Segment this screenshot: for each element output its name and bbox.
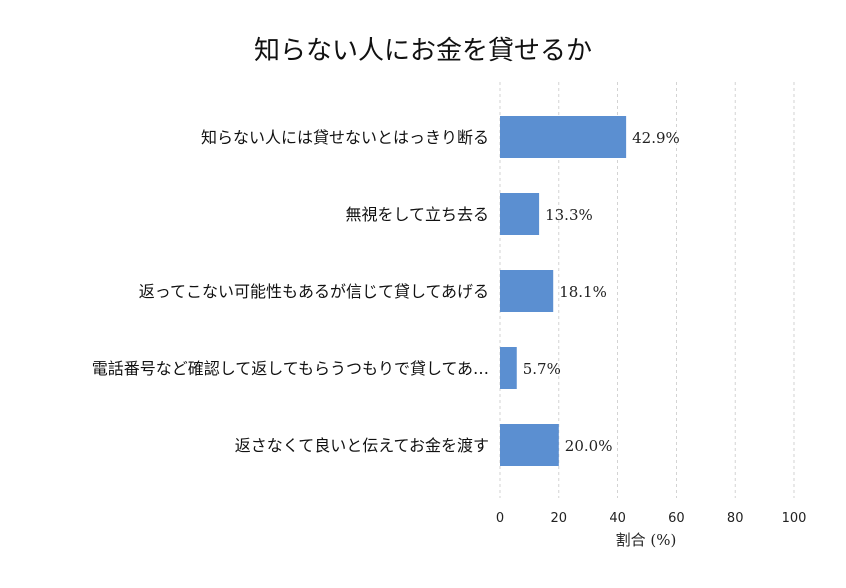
category-label: 返ってこない可能性もあるが信じて貸してあげる [139,282,489,301]
category-labels: 知らない人には貸せないとはっきり断る無視をして立ち去る返ってこない可能性もあるが… [92,128,489,455]
x-tick-label: 80 [727,511,744,526]
chart-title: 知らない人にお金を貸せるか [253,36,592,66]
value-label: 42.9% [632,129,680,147]
bar [500,424,559,466]
x-axis-label: 割合 (%) [616,531,677,549]
x-axis-ticks: 0 20 40 60 80 100 [496,511,807,526]
value-labels: 42.9% 13.3% 18.1% 5.7% 20.0% [523,129,680,455]
category-label: 返さなくて良いと伝えてお金を渡す [235,436,489,455]
bar [500,116,627,158]
x-tick-label: 20 [551,511,568,526]
value-label: 18.1% [559,283,607,301]
category-label: 無視をして立ち去る [345,205,489,224]
bar [500,347,517,389]
x-tick-label: 60 [668,511,685,526]
value-label: 20.0% [565,437,613,455]
x-tick-label: 40 [609,511,626,526]
bar [500,270,554,312]
category-label: 知らない人には貸せないとはっきり断る [201,128,489,147]
value-label: 13.3% [545,206,593,224]
category-label: 電話番号など確認して返してもらうつもりで貸してあ… [92,359,489,378]
bar [500,193,540,235]
bars [500,116,627,466]
x-tick-label: 0 [496,511,504,526]
x-tick-label: 100 [782,511,807,526]
value-label: 5.7% [523,360,561,378]
